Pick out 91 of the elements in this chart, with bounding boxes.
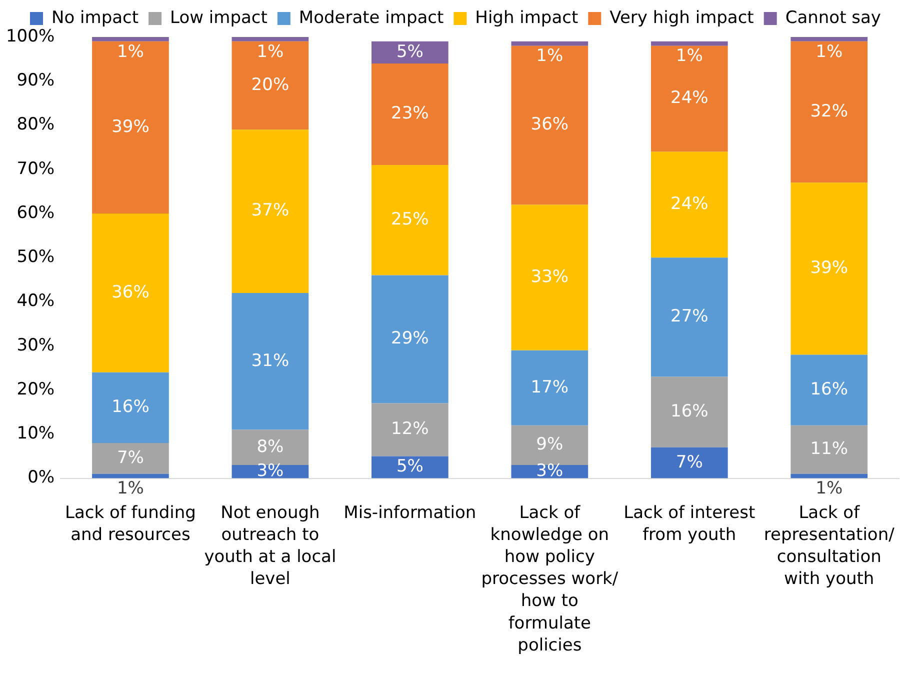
data-label: 1% (816, 478, 843, 499)
data-label: 9% (536, 434, 564, 455)
bar (372, 41, 448, 64)
data-label: 17% (530, 377, 569, 398)
y-tick-label: 10% (16, 424, 55, 444)
bar (232, 130, 309, 293)
data-label: 25% (391, 210, 429, 230)
y-tick-label: 90% (16, 70, 55, 91)
data-label: 5% (396, 42, 424, 62)
bar (92, 474, 169, 478)
data-label: 7% (116, 448, 144, 468)
data-label: 33% (530, 266, 569, 287)
bar (372, 164, 448, 276)
bar (511, 41, 588, 46)
x-tick-label: Lack of representation/ consultation with youth (764, 502, 895, 590)
data-label: 7% (676, 452, 703, 472)
y-tick-label: 30% (16, 335, 55, 356)
data-label: 1% (116, 42, 144, 62)
bar (232, 41, 309, 130)
bar (790, 182, 868, 355)
x-tick-label: Lack of knowledge on how policy processes work/ how to formulate policies (481, 502, 618, 656)
data-label: 16% (112, 397, 150, 418)
data-label: 3% (256, 461, 284, 482)
data-label: 24% (670, 88, 708, 108)
x-tick-label: Mis-information (344, 502, 476, 523)
data-label: 31% (251, 350, 290, 371)
bar (92, 41, 169, 214)
y-tick-label: 0% (28, 468, 55, 488)
bar (790, 425, 868, 474)
data-label: 23% (391, 104, 429, 124)
bar (232, 37, 309, 42)
bar (650, 46, 728, 152)
data-label: 27% (670, 306, 708, 327)
y-tick-label: 70% (16, 158, 55, 179)
data-label: 20% (251, 74, 290, 95)
bar (650, 152, 728, 258)
data-label: 24% (670, 194, 708, 214)
y-tick-label: 60% (16, 202, 55, 223)
data-label: 1% (676, 46, 703, 66)
bar (92, 442, 169, 474)
data-label: 39% (112, 116, 150, 137)
data-label: 5% (396, 456, 424, 477)
y-tick-label: 80% (16, 114, 55, 135)
data-label: 1% (116, 478, 144, 499)
data-label: 16% (670, 402, 708, 422)
bar (790, 41, 868, 183)
y-tick-label: 20% (16, 379, 55, 400)
y-tick-label: 40% (16, 291, 55, 312)
x-tick-label: Lack of interest from youth (624, 502, 756, 545)
legend-label: Low impact (170, 8, 268, 28)
bar (92, 214, 169, 372)
data-label: 36% (112, 282, 150, 302)
y-tick-label: 100% (6, 26, 55, 46)
data-label: 29% (391, 328, 429, 349)
bar (372, 63, 448, 165)
bar (790, 37, 868, 42)
bar (650, 447, 728, 478)
bar (790, 354, 868, 426)
data-label: 12% (391, 419, 429, 440)
data-label: 1% (536, 46, 564, 66)
data-label: 37% (251, 200, 290, 221)
data-label: 32% (810, 101, 848, 122)
bar (511, 204, 588, 350)
bar (650, 41, 728, 46)
bar (790, 474, 868, 478)
data-label: 11% (810, 439, 848, 460)
bar (92, 37, 169, 42)
bar (372, 275, 448, 404)
legend-label: Moderate impact (298, 8, 444, 28)
x-tick-label: Not enough outreach to youth at a local level (204, 502, 336, 590)
bar (650, 376, 728, 448)
legend-label: No impact (52, 8, 139, 28)
data-label: 3% (536, 461, 564, 482)
bar (511, 350, 588, 426)
bar (650, 258, 728, 377)
data-label: 16% (810, 379, 848, 400)
legend-label: Very high impact (610, 8, 754, 28)
y-tick-label: 50% (16, 247, 55, 268)
bar (372, 403, 448, 456)
data-label: 1% (816, 42, 843, 62)
x-tick-label: Lack of funding and resources (65, 502, 196, 545)
data-label: 8% (256, 436, 284, 457)
data-label: 1% (256, 42, 284, 62)
bar (92, 372, 169, 443)
data-label: 36% (530, 114, 569, 135)
legend-label: Cannot say (785, 8, 882, 28)
legend-label: High impact (475, 8, 578, 28)
bar (511, 46, 588, 205)
bar (372, 456, 448, 478)
bar (232, 292, 309, 430)
data-label: 39% (810, 258, 848, 278)
